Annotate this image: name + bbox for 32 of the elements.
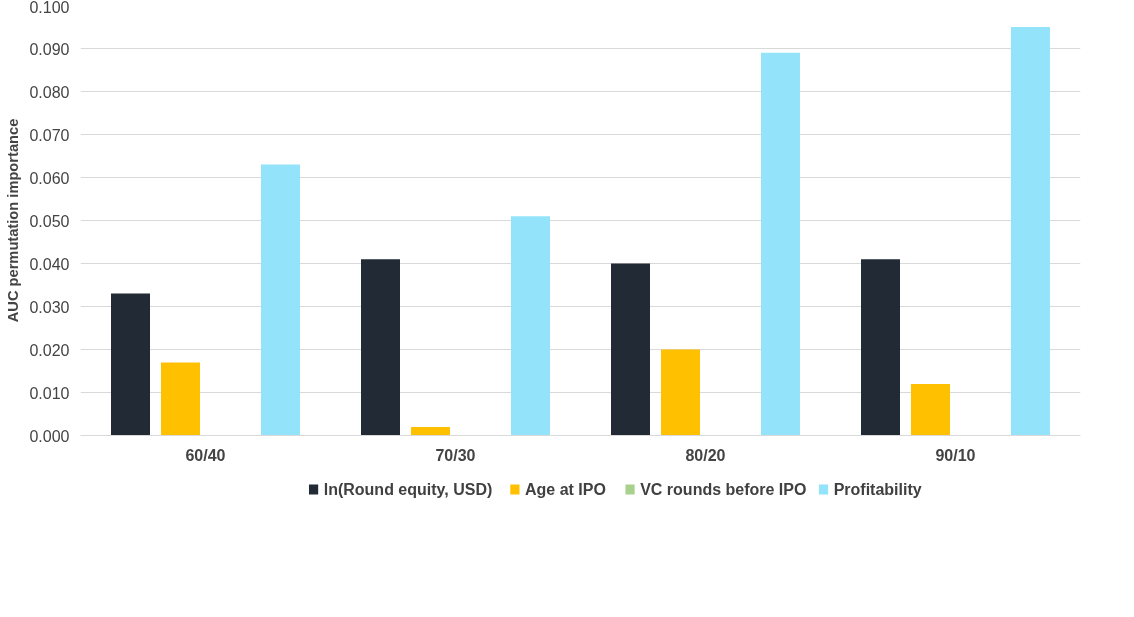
y-tick-label: 0.010 — [29, 384, 70, 402]
y-axis-title: AUC permutation importance — [5, 118, 22, 323]
bar — [261, 164, 300, 436]
bar — [111, 293, 150, 436]
bar — [511, 216, 550, 436]
y-tick-label: 0.020 — [29, 341, 70, 359]
x-tick-label: 90/10 — [935, 446, 976, 464]
bar — [611, 263, 650, 436]
bar — [911, 383, 950, 436]
legend-label: Age at IPO — [525, 481, 606, 498]
y-tick-label: 0.040 — [29, 255, 70, 273]
legend-label: Profitability — [833, 481, 922, 498]
bar — [411, 426, 450, 436]
y-tick-label: 0.070 — [29, 126, 70, 144]
x-tick-label: 80/20 — [685, 446, 726, 464]
y-tick-label: 0.050 — [29, 212, 70, 230]
bar — [761, 52, 800, 436]
y-tick-label: 0.060 — [29, 169, 70, 187]
y-tick-label: 0.100 — [29, 0, 70, 16]
x-tick-label: 70/30 — [435, 446, 476, 464]
legend-label: VC rounds before IPO — [640, 481, 807, 498]
bar — [861, 259, 900, 436]
y-tick-label: 0.090 — [29, 40, 70, 58]
x-tick-label: 60/40 — [185, 446, 226, 464]
y-tick-label: 0.080 — [29, 83, 70, 101]
bar — [661, 349, 700, 436]
bar — [161, 362, 200, 436]
legend-label: ln(Round equity, USD) — [323, 481, 493, 498]
bar — [1011, 27, 1050, 436]
y-tick-label: 0.000 — [29, 427, 70, 445]
y-tick-label: 0.030 — [29, 298, 70, 316]
bar — [361, 259, 400, 436]
